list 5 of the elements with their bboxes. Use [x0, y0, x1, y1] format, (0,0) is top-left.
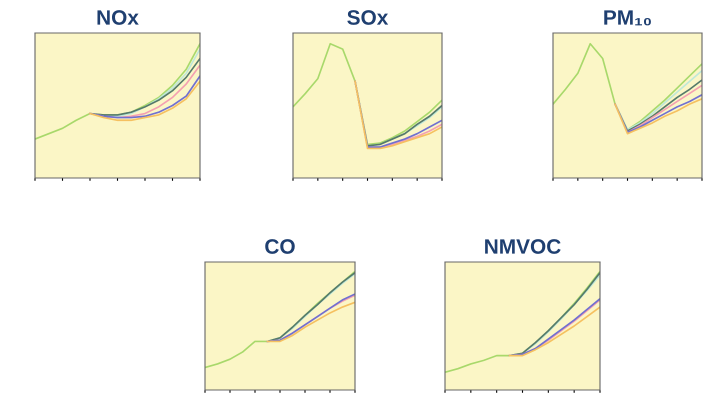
chart-title: PM₁₀	[604, 10, 651, 26]
chart-title: CO	[265, 239, 295, 254]
chart-title: SOx	[347, 10, 388, 25]
chart-title: NMVOC	[485, 239, 561, 254]
chart-title: NOx	[97, 10, 139, 25]
